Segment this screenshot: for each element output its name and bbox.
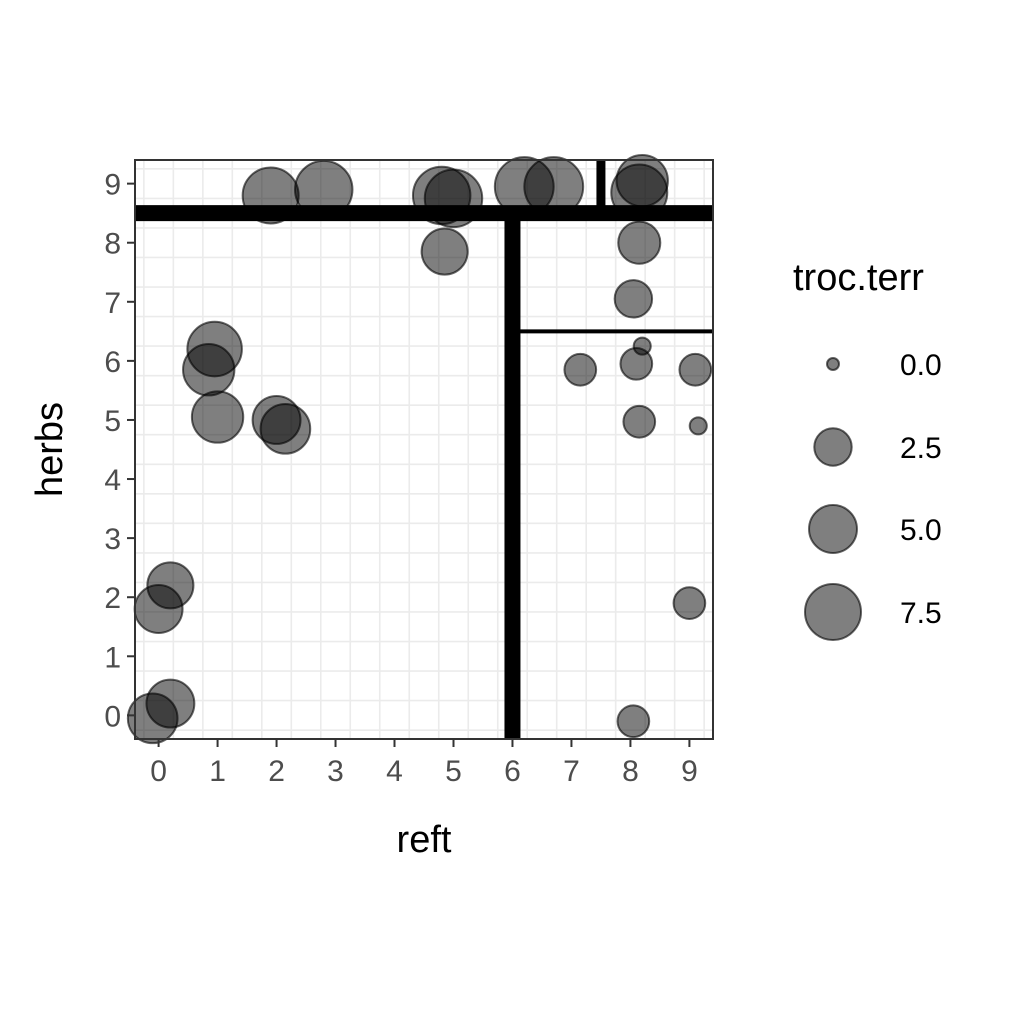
legend-key xyxy=(804,583,862,641)
y-tick-label: 9 xyxy=(104,169,121,202)
legend-label: 0.0 xyxy=(900,349,942,382)
data-point xyxy=(126,692,179,745)
y-tick-label: 3 xyxy=(104,523,121,556)
data-points xyxy=(126,154,713,745)
legend-label: 2.5 xyxy=(900,432,942,465)
panel-border xyxy=(134,159,714,740)
data-point xyxy=(294,159,354,220)
legend: troc.terr 0.0 2.5 5.0 7.5 xyxy=(793,257,942,641)
y-tick-label: 0 xyxy=(104,700,121,733)
data-point xyxy=(133,584,184,634)
legend-key xyxy=(813,427,853,467)
x-tick-label: 2 xyxy=(268,755,285,788)
x-axis-title: reft xyxy=(397,819,452,861)
y-tick-label: 2 xyxy=(104,582,121,615)
data-point xyxy=(622,404,657,439)
y-tick-label: 8 xyxy=(104,228,121,261)
y-tick-label: 4 xyxy=(104,464,121,497)
data-point xyxy=(616,704,651,739)
legend-key xyxy=(826,357,840,371)
y-tick-label: 7 xyxy=(104,287,121,320)
x-tick-label: 9 xyxy=(681,755,698,788)
data-point xyxy=(617,220,662,265)
x-tick-label: 4 xyxy=(386,755,403,788)
x-tick-label: 0 xyxy=(150,755,167,788)
x-tick-label: 5 xyxy=(445,755,462,788)
data-point xyxy=(259,402,312,455)
y-axis-title: herbs xyxy=(29,402,71,497)
data-point xyxy=(420,227,469,276)
data-point xyxy=(182,343,236,397)
axes: 0 1 2 3 4 5 6 7 8 9 0 1 2 3 4 5 6 7 8 9 xyxy=(104,169,697,788)
data-point xyxy=(613,279,654,319)
legend-key xyxy=(808,504,858,554)
x-tick-label: 7 xyxy=(563,755,580,788)
data-point xyxy=(523,156,585,218)
y-tick-label: 5 xyxy=(104,405,121,438)
x-tick-label: 1 xyxy=(209,755,226,788)
data-point xyxy=(423,168,484,229)
data-point xyxy=(563,352,598,387)
legend-title: troc.terr xyxy=(793,257,924,299)
x-tick-label: 3 xyxy=(327,755,344,788)
data-point xyxy=(688,416,708,436)
data-point xyxy=(610,163,669,222)
data-point xyxy=(678,352,713,387)
data-point xyxy=(190,390,245,444)
data-point xyxy=(619,346,654,381)
data-point xyxy=(241,166,300,225)
x-tick-label: 6 xyxy=(504,755,521,788)
data-point xyxy=(672,586,707,620)
legend-label: 5.0 xyxy=(900,514,942,547)
x-tick-label: 8 xyxy=(622,755,639,788)
y-tick-label: 1 xyxy=(104,641,121,674)
y-tick-label: 6 xyxy=(104,346,121,379)
legend-label: 7.5 xyxy=(900,597,942,630)
